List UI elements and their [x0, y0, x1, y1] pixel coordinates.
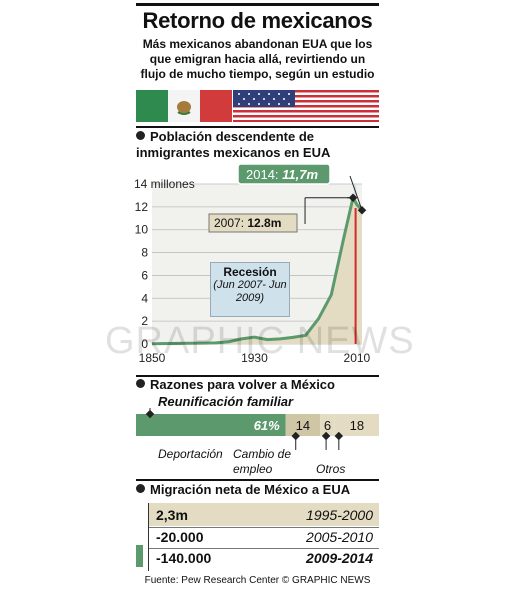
section2-heading-text: Razones para volver a México: [150, 377, 335, 392]
reason-label-empleo: Cambio de empleo: [233, 447, 292, 476]
net-row-2-period: 2005-2010: [306, 529, 373, 545]
section3-heading: Migración neta de México a EUA: [136, 482, 379, 498]
reason-bar: [285, 414, 321, 436]
y-tick-label: 2: [141, 314, 148, 328]
callout-2014-leader: [349, 175, 363, 211]
watermark: GRAPHIC NEWS: [105, 320, 415, 362]
net-row-2-value: -20.000: [156, 529, 204, 545]
net-row-1: 2,3m 1995-2000: [136, 505, 379, 526]
net-row-divider-1: [149, 527, 379, 528]
page-title: Retorno de mexicanos: [142, 8, 373, 33]
section3-rule: [136, 479, 379, 481]
y-tick-label: 10: [135, 223, 149, 237]
section1-heading-text: Población descendente de inmigrantes mex…: [136, 129, 331, 160]
page-subtitle: Más mexicanos abandonan EUA que los que …: [140, 37, 375, 81]
net-row-1-period: 1995-2000: [306, 507, 373, 523]
net-row-3: -140.000 2009-2014: [136, 548, 379, 569]
y-tick-label: 4: [141, 291, 148, 305]
net-row-3-value: -140.000: [156, 550, 212, 566]
net-row-green-marker: [136, 545, 143, 567]
y-tick-label: 6: [141, 268, 148, 282]
callout-2007-marker: [348, 193, 358, 202]
recession-sublabel: (Jun 2007- Jun 2009): [213, 279, 287, 304]
reason-bar-label: 6: [324, 418, 331, 433]
section3-bullet-icon: [136, 484, 145, 493]
reasons-top-label: Reunificación familiar: [158, 394, 294, 409]
callout-2007-box: [208, 213, 298, 233]
recession-label: Recesión: [223, 265, 277, 279]
population-area: [152, 197, 362, 344]
y-tick-label: 0: [141, 337, 148, 351]
section2-bullet-icon: [136, 379, 145, 388]
section2-rule: [136, 375, 379, 377]
y-tick-label: 8: [141, 246, 148, 260]
callout-2014-box: [237, 163, 331, 185]
net-row-divider-2: [149, 548, 379, 549]
x-tick-label: 2010: [344, 351, 371, 365]
callout-2014-text: 2014: 11,7m: [246, 167, 318, 182]
population-line: [151, 193, 364, 346]
reason-bar: [320, 414, 335, 436]
x-tick-label: 1850: [139, 351, 166, 365]
usa-flag-icon: [233, 90, 379, 122]
source-credit: Fuente: Pew Research Center © GRAPHIC NE…: [144, 575, 371, 586]
net-row-1-value: 2,3m: [156, 507, 188, 523]
recession-label-box: Recesión (Jun 2007- Jun 2009): [210, 262, 290, 317]
y-tick-label: 14 millones: [134, 177, 195, 191]
section2-heading: Razones para volver a México: [136, 377, 379, 393]
section1-heading: Población descendente de inmigrantes mex…: [136, 129, 379, 161]
reason-label-otros: Otros: [316, 462, 346, 476]
callout-2007-text: 2007: 12.8m: [214, 216, 281, 230]
net-migration-table: 2,3m 1995-2000 -20.000 2005-2010 -140.00…: [136, 503, 379, 571]
section3-heading-text: Migración neta de México a EUA: [150, 482, 351, 497]
net-axis-line: [148, 503, 149, 571]
reason-bar-label: 14: [296, 418, 310, 433]
y-tick-label: 12: [135, 200, 149, 214]
x-tick-label: 1930: [241, 351, 268, 365]
reason-label-deportacion: Deportación: [158, 447, 223, 461]
mexico-flag-icon: [136, 90, 232, 122]
reasons-chart: 61% 14 6 18: [136, 408, 379, 450]
reason-bar: [136, 414, 286, 436]
reason-bar: [334, 414, 379, 436]
net-row-2: -20.000 2005-2010: [136, 527, 379, 548]
reason-bar-label: 61%: [254, 418, 280, 433]
net-row-highlight: [149, 503, 379, 526]
section1-bullet-icon: [136, 131, 145, 140]
reason-bar-label: 18: [350, 418, 364, 433]
section1-rule: [136, 126, 379, 128]
header-rule: [136, 3, 379, 6]
net-row-3-period: 2009-2014: [306, 550, 373, 566]
